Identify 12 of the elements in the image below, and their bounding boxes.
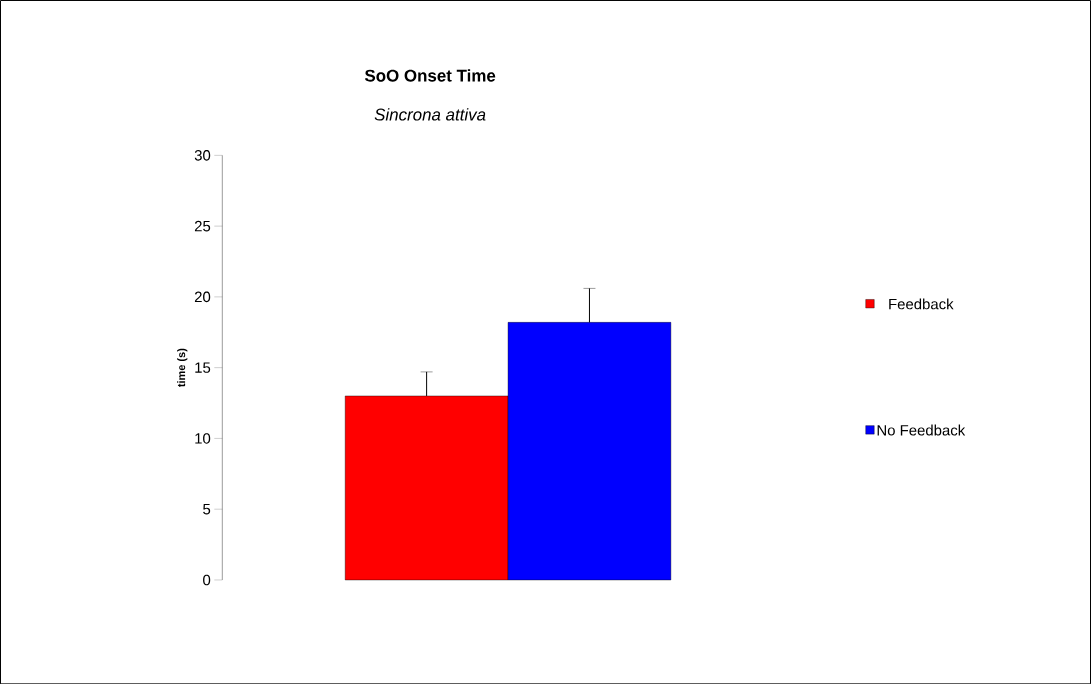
y-tick-label: 5 xyxy=(203,503,211,515)
chart-title: SoO Onset Time xyxy=(364,69,496,82)
y-tick-label: 10 xyxy=(195,432,211,444)
y-tick-label: 0 xyxy=(203,574,211,586)
legend-label: Feedback xyxy=(889,298,954,310)
chart-subtitle: Sincrona attiva xyxy=(374,108,486,121)
y-tick-label: 20 xyxy=(194,291,211,302)
y-tick-label: 25 xyxy=(194,220,211,232)
y-tick-label: 15 xyxy=(195,362,211,373)
y-tick-label: 30 xyxy=(194,149,211,161)
y-axis-title: time (s) xyxy=(177,348,188,387)
legend-label: No Feedback xyxy=(877,424,966,436)
